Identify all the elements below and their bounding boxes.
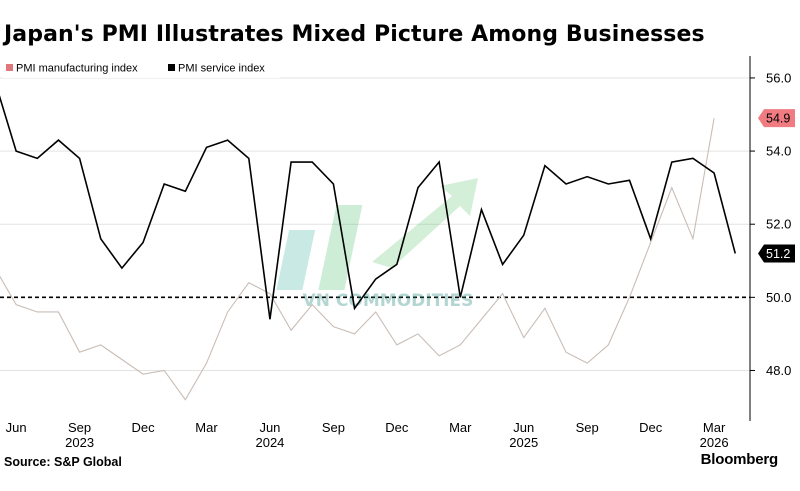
y-tick-label: 50.0 bbox=[766, 290, 791, 305]
axes: 48.0 50.0 52.0 54.0 56.0 Jun Sep Dec Mar Jun Sep De… bbox=[6, 56, 791, 450]
watermark-bar bbox=[318, 205, 363, 290]
y-tick-label: 54.0 bbox=[766, 144, 791, 159]
chart-title: Japan's PMI Illustrates Mixed Picture Am… bbox=[4, 22, 705, 47]
watermark-logo: VN COMMODITIES bbox=[276, 178, 478, 311]
legend-swatch-service bbox=[168, 64, 175, 71]
x-tick-label: Jun bbox=[259, 420, 280, 435]
x-tick-label: Dec bbox=[639, 420, 663, 435]
x-year-label: 2025 bbox=[509, 435, 538, 450]
legend-swatch-manufacturing bbox=[6, 64, 13, 71]
x-tick-label: Mar bbox=[703, 420, 726, 435]
x-tick-label: Sep bbox=[68, 420, 91, 435]
y-tick-label: 48.0 bbox=[766, 363, 791, 378]
series-lines bbox=[0, 95, 737, 401]
watermark-arrow-icon bbox=[276, 178, 478, 290]
x-tick-label: Dec bbox=[385, 420, 409, 435]
legend-background bbox=[2, 58, 280, 78]
last-value-tags: 54.9 51.2 bbox=[758, 109, 795, 263]
x-tick-label: Dec bbox=[131, 420, 155, 435]
manufacturing-line bbox=[0, 118, 715, 401]
x-year-label: 2026 bbox=[700, 435, 729, 450]
last-tag-service: 51.2 bbox=[758, 244, 795, 263]
watermark-text: VN COMMODITIES bbox=[303, 291, 474, 311]
last-tag-service-text: 51.2 bbox=[766, 247, 790, 261]
x-tick-label: Sep bbox=[322, 420, 345, 435]
source-note: Source: S&P Global bbox=[4, 455, 122, 469]
x-tick-label: Jun bbox=[513, 420, 534, 435]
service-line bbox=[0, 95, 737, 320]
y-tick-label: 52.0 bbox=[766, 217, 791, 232]
x-tick-label: Mar bbox=[195, 420, 218, 435]
gridlines bbox=[0, 77, 750, 371]
watermark-arrow bbox=[372, 178, 478, 268]
legend-label-service: PMI service index bbox=[178, 63, 265, 75]
last-tag-manufacturing-text: 54.9 bbox=[766, 112, 790, 126]
legend-label-manufacturing: PMI manufacturing index bbox=[16, 63, 138, 75]
x-tick-label: Jun bbox=[6, 420, 27, 435]
legend: PMI manufacturing index PMI service index bbox=[2, 58, 280, 78]
last-tag-manufacturing: 54.9 bbox=[758, 109, 795, 128]
x-year-label: 2024 bbox=[255, 435, 284, 450]
x-tick-label: Mar bbox=[449, 420, 472, 435]
bloomberg-logo: Bloomberg bbox=[700, 451, 779, 468]
last-tag-service-shape bbox=[758, 244, 795, 263]
watermark-bar bbox=[276, 230, 316, 290]
y-tick-label: 56.0 bbox=[766, 70, 791, 85]
x-tick-label: Sep bbox=[576, 420, 599, 435]
last-tag-manufacturing-shape bbox=[758, 109, 795, 128]
x-year-label: 2023 bbox=[65, 435, 94, 450]
